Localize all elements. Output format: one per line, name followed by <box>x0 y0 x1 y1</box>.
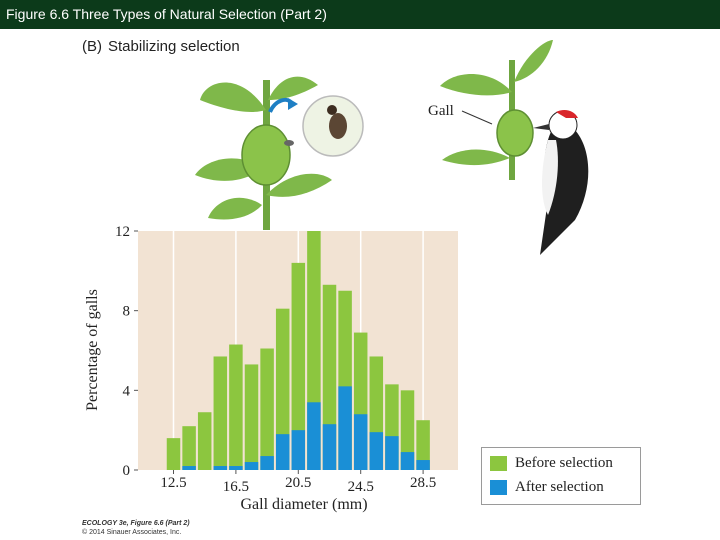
leaf <box>440 73 512 96</box>
y-tick-label: 4 <box>123 383 131 399</box>
legend-label-after: After selection <box>515 478 604 495</box>
credit-line-1: ECOLOGY 3e, Figure 6.6 (Part 2) <box>82 520 190 527</box>
arrowhead-icon <box>288 98 298 110</box>
gall-label: Gall <box>428 103 454 119</box>
bar-before-selection <box>244 364 259 470</box>
gall-shape <box>496 109 534 157</box>
x-axis-label: Gall diameter (mm) <box>240 496 367 513</box>
bar-after-selection <box>229 466 243 470</box>
bar-before-selection <box>416 420 430 470</box>
y-tick-label: 12 <box>115 224 130 240</box>
x-tick-label: 20.5 <box>285 475 311 491</box>
bar-after-selection <box>416 460 430 470</box>
panel-letter: (B) <box>82 38 102 55</box>
small-fly-icon <box>284 140 294 146</box>
panel-title: Stabilizing selection <box>108 38 240 55</box>
gall-pointer-line <box>461 110 493 125</box>
y-tick-label: 8 <box>123 304 131 320</box>
bar-after-selection <box>322 424 337 470</box>
legend-item-before: Before selection <box>490 454 613 472</box>
bar-before-selection <box>197 412 212 470</box>
y-axis-ticks: 0 4 8 12 <box>115 224 138 479</box>
chart-legend: Before selection After selection <box>481 447 641 505</box>
y-axis-label: Percentage of galls <box>84 289 101 411</box>
figure-title: Figure 6.6 Three Types of Natural Select… <box>6 6 327 22</box>
title-bar: Figure 6.6 Three Types of Natural Select… <box>0 0 720 29</box>
x-tick-label: 16.5 <box>223 479 249 495</box>
bar-after-selection <box>307 402 321 470</box>
leaf <box>268 76 318 100</box>
x-tick-label: 12.5 <box>160 475 186 491</box>
leaf <box>266 173 332 197</box>
figure-credit: ECOLOGY 3e, Figure 6.6 (Part 2) © 2014 S… <box>82 519 190 537</box>
after-selection-bars <box>182 386 430 470</box>
leaf <box>442 149 510 166</box>
legend-swatch-after <box>490 479 507 495</box>
bar-after-selection <box>400 452 415 470</box>
woodpecker-illustration <box>440 40 589 255</box>
bar-after-selection <box>353 414 368 470</box>
bar-before-selection <box>400 390 415 470</box>
bar-after-selection <box>182 466 196 470</box>
bar-after-selection <box>260 456 274 470</box>
y-tick-label: 0 <box>123 463 131 479</box>
bar-before-selection <box>322 284 337 470</box>
legend-item-after: After selection <box>490 478 604 496</box>
gall-fly-head-icon <box>327 105 337 115</box>
bar-before-selection <box>275 308 290 470</box>
bar-before-selection <box>166 438 181 470</box>
bar-after-selection <box>291 430 306 470</box>
bar-after-selection <box>244 462 259 470</box>
bar-after-selection <box>385 436 399 470</box>
bar-before-selection <box>260 348 274 470</box>
goldenrod-gall-fly-illustration <box>195 76 364 230</box>
bar-after-selection <box>213 466 228 470</box>
leaf <box>514 40 553 82</box>
panel-label: (B) Stabilizing selection <box>82 38 240 55</box>
gall-fly-icon <box>329 113 347 139</box>
leaf <box>200 82 266 112</box>
woodpecker-cap-icon <box>556 110 578 118</box>
legend-swatch-before <box>490 455 507 471</box>
bar-after-selection <box>369 432 384 470</box>
credit-line-2: © 2014 Sinauer Associates, Inc. <box>82 529 182 536</box>
bar-before-selection <box>213 356 228 470</box>
bar-before-selection <box>229 344 243 470</box>
woodpecker-beak-icon <box>533 124 549 130</box>
gall-shape <box>241 124 291 186</box>
x-tick-label: 28.5 <box>410 475 436 491</box>
bar-before-selection <box>182 426 196 470</box>
chart: 0 4 8 12 12.5 16.5 20.5 24.5 28.5 Percentage of… <box>84 224 458 513</box>
legend-label-before: Before selection <box>515 454 613 471</box>
x-axis-ticks: 12.5 16.5 20.5 24.5 28.5 <box>160 470 436 495</box>
bar-after-selection <box>338 386 352 470</box>
bar-before-selection <box>291 262 306 470</box>
x-tick-label: 24.5 <box>348 479 374 495</box>
bar-after-selection <box>275 434 290 470</box>
leaf <box>208 197 262 220</box>
woodpecker-breast-icon <box>542 140 558 215</box>
